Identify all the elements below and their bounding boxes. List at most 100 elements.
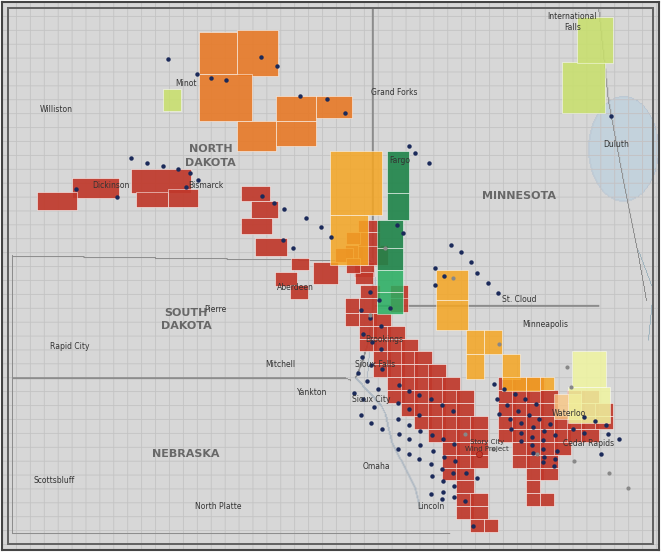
Bar [456,480,474,493]
Bar [562,62,605,113]
Bar [582,416,600,429]
Bar [276,121,316,146]
Text: Fargo: Fargo [389,156,410,166]
Bar [512,429,529,442]
Bar [582,403,600,416]
Bar [498,416,516,429]
Bar [498,377,516,390]
Bar [525,390,543,403]
Bar [470,429,488,442]
Text: Minot: Minot [175,79,197,88]
Bar [525,429,543,442]
Bar [436,270,468,300]
Bar [377,292,403,314]
Bar [414,352,432,364]
Bar [442,455,460,468]
Bar [387,352,405,364]
Bar [512,442,529,455]
Bar [512,390,529,403]
Bar [346,258,360,273]
Bar [470,416,488,429]
Bar [442,416,460,429]
Bar [470,506,488,519]
Bar [539,403,558,416]
Bar [276,272,297,286]
Bar [428,390,446,403]
Bar [316,97,352,118]
Bar [470,442,488,455]
Bar [276,97,316,121]
Bar [373,352,391,364]
Bar [237,30,278,76]
Bar [539,429,558,442]
Bar [237,121,276,151]
Bar [596,416,613,429]
Text: NORTH
DAKOTA: NORTH DAKOTA [185,144,236,167]
Text: Brookings: Brookings [366,335,404,344]
Text: MINNESOTA: MINNESOTA [482,190,556,200]
Bar [442,429,460,442]
Bar [199,32,237,73]
Bar [539,442,558,455]
Bar [568,390,586,403]
Text: St. Cloud: St. Cloud [502,295,536,304]
Bar [359,326,377,338]
Text: Rapid City: Rapid City [50,342,89,351]
Bar [414,403,432,416]
Text: Duluth: Duluth [603,140,629,148]
Bar [414,390,432,403]
Bar [498,390,516,403]
Bar [401,377,418,390]
Text: Scottsbluff: Scottsbluff [33,476,75,485]
Bar [168,189,198,206]
Bar [345,313,359,326]
Text: Pierre: Pierre [205,305,227,314]
Bar [539,377,553,390]
Bar [428,364,446,377]
Bar [456,403,474,416]
Bar [241,185,270,200]
Bar [346,232,360,244]
Bar [345,245,363,262]
Bar [428,429,446,442]
Bar [512,416,529,429]
Text: Lincoln: Lincoln [418,502,445,511]
Bar [71,178,120,198]
Bar [360,285,379,298]
Bar [502,354,520,379]
Bar [525,377,543,390]
Bar [290,285,308,299]
Bar [387,364,405,377]
Bar [330,151,381,215]
Bar [502,377,525,391]
Bar [456,455,474,468]
Bar [359,338,377,352]
Bar [539,493,553,506]
Bar [582,390,600,403]
Bar [456,442,474,455]
Bar [199,73,253,121]
Bar [377,270,403,292]
Bar [525,442,543,455]
Bar [387,151,408,193]
Bar [292,258,309,270]
Bar [456,506,474,519]
Bar [539,468,558,480]
Bar [466,354,484,379]
Bar [456,416,474,429]
Bar [136,192,168,206]
Bar [377,220,403,248]
Bar [525,403,543,416]
Bar [572,352,606,387]
Bar [553,429,572,442]
Bar [37,192,77,210]
Bar [498,403,516,416]
Bar [414,416,432,429]
Text: Story City
Wind Project: Story City Wind Project [465,439,509,452]
Text: Minneapolis: Minneapolis [523,320,568,329]
Text: NEBRASKA: NEBRASKA [152,449,219,459]
Bar [525,480,539,493]
Text: Mitchell: Mitchell [265,360,295,369]
Bar [512,455,529,468]
Bar [442,403,460,416]
